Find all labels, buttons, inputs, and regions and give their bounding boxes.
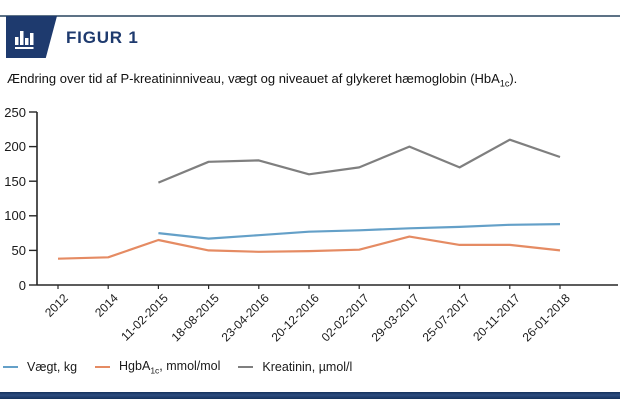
subtitle-text-end: ).: [509, 71, 518, 86]
legend-item-creatinine: Kreatinin, µmol/l: [238, 360, 352, 374]
figure-label: FIGUR 1: [66, 28, 139, 47]
legend-item-hba1c: HgbA1c, mmol/mol: [95, 359, 220, 376]
subtitle-subscript: 1c: [499, 78, 510, 89]
y-tick-label: 200: [4, 139, 26, 155]
legend-label: Vægt, kg: [27, 360, 78, 375]
creatinine-line-swatch: [238, 366, 254, 369]
chart-legend: Vægt, kg HgbA1c, mmol/mol Kreatinin, µmo…: [3, 359, 352, 376]
bar-chart-icon: [15, 31, 34, 49]
y-tick-label: 100: [4, 208, 26, 224]
hba1c-line-swatch: [95, 366, 111, 369]
legend-label: Kreatinin, µmol/l: [262, 360, 353, 375]
series-line-kreatinin: [157, 138, 561, 184]
y-tick-label: 150: [4, 173, 26, 189]
footer-bar: [0, 392, 620, 399]
legend-item-weight: Vægt, kg: [3, 360, 77, 374]
y-tick-label: 50: [11, 242, 26, 258]
series-line-hgba1c: [57, 235, 561, 260]
header-rule: [0, 15, 620, 17]
figure-subtitle: Ændring over tid af P-kreatininniveau, v…: [7, 71, 613, 89]
series-line-vægt: [158, 223, 561, 240]
y-tick-label: 0: [18, 277, 26, 293]
legend-label: HgbA1c, mmol/mol: [119, 359, 221, 376]
y-tick-label: 250: [4, 104, 26, 120]
subtitle-text: Ændring over tid af P-kreatininniveau, v…: [7, 71, 500, 86]
weight-line-swatch: [3, 366, 18, 369]
